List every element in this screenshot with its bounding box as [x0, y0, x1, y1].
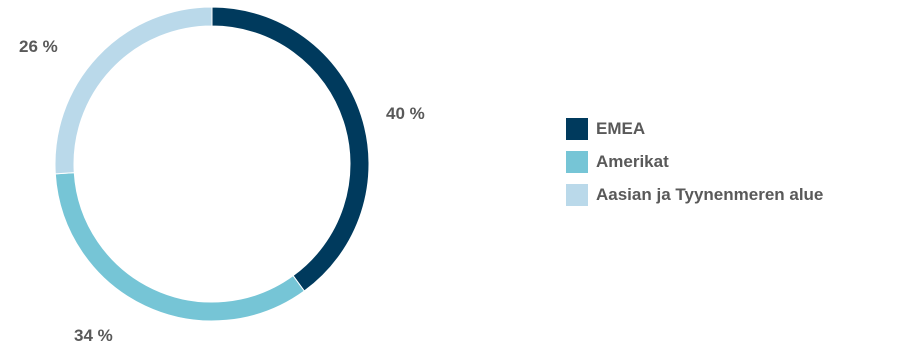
legend-label-amerikat: Amerikat — [596, 152, 669, 171]
legend-item-emea: EMEA — [566, 118, 823, 140]
slice-label-aasian: 26 % — [19, 37, 58, 56]
legend-item-aasian: Aasian ja Tyynenmeren alue — [566, 184, 823, 206]
donut-slices — [54, 6, 370, 322]
slice-label-emea: 40 % — [386, 104, 425, 123]
donut-slice-emea — [211, 6, 370, 292]
donut-slice-aasian — [54, 6, 213, 175]
legend-item-amerikat: Amerikat — [566, 151, 823, 173]
legend-label-emea: EMEA — [596, 119, 646, 138]
legend: EMEA Amerikat Aasian ja Tyynenmeren alue — [566, 118, 823, 217]
slice-labels: 40 % 34 % 26 % — [19, 37, 425, 345]
legend-label-aasian: Aasian ja Tyynenmeren alue — [596, 185, 824, 204]
donut-slice-amerikat — [54, 172, 305, 322]
legend-swatch-aasian — [566, 184, 588, 206]
legend-swatch-emea — [566, 118, 588, 140]
slice-label-amerikat: 34 % — [74, 326, 113, 345]
legend-swatch-amerikat — [566, 151, 588, 173]
